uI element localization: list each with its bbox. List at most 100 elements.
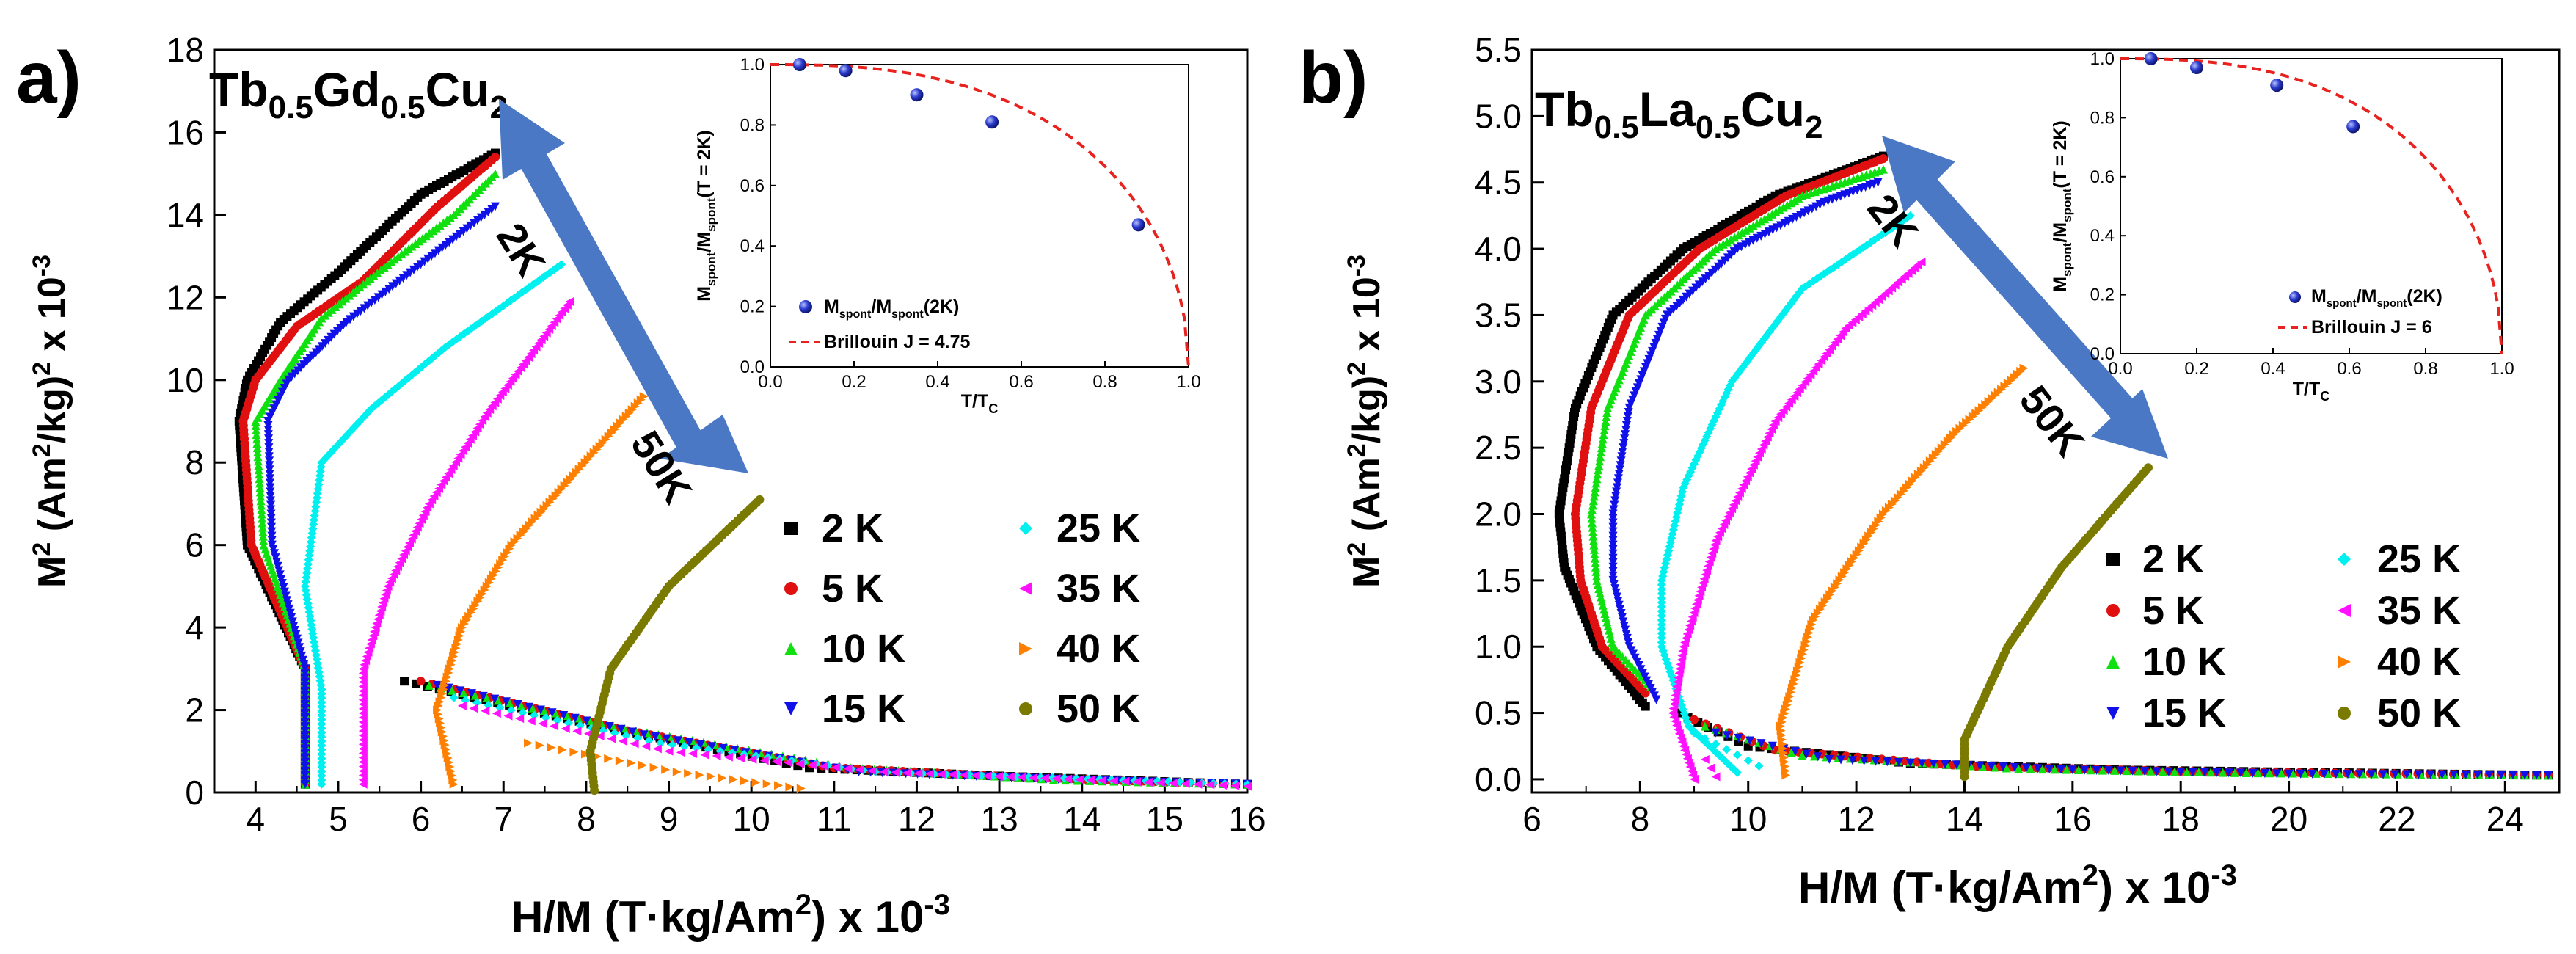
data-point (2296, 769, 2305, 779)
data-point (300, 717, 310, 727)
data-point (1608, 514, 1618, 523)
legend-item: 40 K (2338, 640, 2461, 684)
pB-xtick-label: 14 (1946, 800, 1983, 838)
data-point (1864, 531, 1874, 541)
data-point (263, 430, 273, 440)
data-point (490, 153, 500, 162)
data-point (1657, 625, 1666, 634)
data-point (264, 452, 274, 462)
data-point (971, 771, 980, 780)
data-point (416, 677, 426, 686)
data-point (557, 260, 566, 269)
panel-a-arrow-head-start (499, 99, 565, 180)
data-point (1734, 230, 1743, 240)
pA-inset-fit-curve (770, 63, 1190, 368)
data-point (526, 716, 536, 726)
data-point (774, 781, 784, 790)
pB-ytick-label: 0.5 (1475, 694, 1522, 732)
pB-inset-xtick-label: 0.6 (2337, 359, 2361, 379)
pB-ytick-label: 4.5 (1475, 164, 1522, 202)
legend-item: 35 K (2338, 589, 2461, 633)
series-25k (1657, 211, 1915, 777)
data-point (1711, 739, 1721, 749)
pB-xtick-label: 20 (2270, 800, 2307, 838)
data-point (2019, 363, 2029, 373)
data-point (1737, 228, 1747, 238)
data-point (1591, 571, 1601, 580)
data-point (1601, 417, 1610, 426)
data-point (1657, 620, 1666, 630)
pA-inset-ytick-label: 0.6 (740, 176, 765, 196)
data-point (751, 778, 761, 787)
data-point (1857, 542, 1867, 552)
data-point (656, 738, 665, 748)
pB-xtick-label: 16 (2054, 800, 2091, 838)
data-point (2520, 771, 2530, 780)
legend-item: 15 K (2106, 691, 2226, 735)
data-point (581, 749, 591, 759)
data-point (1700, 721, 1710, 731)
data-point (252, 439, 262, 448)
data-point (264, 448, 274, 457)
data-point (256, 496, 266, 506)
pA-ytick-label: 16 (167, 113, 204, 151)
data-point (621, 731, 631, 740)
data-point (492, 567, 500, 576)
data-point (1587, 514, 1597, 523)
data-point (2182, 767, 2192, 776)
data-point (1952, 760, 1961, 770)
data-point (1916, 258, 1926, 267)
data-point (867, 766, 877, 776)
data-point (615, 756, 624, 765)
panel-b-inset-content: 0.0 0.2 0.4 0.6 0.8 1.0 0.0 0.2 0.4 0.6 0.8 1.0 (2090, 49, 2514, 379)
data-point (1657, 629, 1666, 638)
data-point (2241, 768, 2251, 778)
legend-marker (784, 582, 798, 595)
data-point (1835, 575, 1845, 585)
data-point (1764, 212, 1773, 222)
data-point (1752, 219, 1762, 228)
data-point (1618, 448, 1627, 457)
data-point (2414, 770, 2423, 779)
data-point (467, 689, 477, 699)
data-point (266, 487, 275, 497)
data-point (1608, 527, 1618, 536)
data-point (1836, 755, 1846, 765)
data-point (1588, 518, 1597, 528)
data-point (695, 770, 704, 779)
data-point (1700, 734, 1710, 743)
data-point (1600, 421, 1610, 431)
pA-xtick-label: 6 (412, 800, 431, 838)
data-point (259, 540, 269, 550)
data-point (2248, 768, 2258, 778)
data-point (2002, 763, 2011, 773)
data-point (258, 522, 267, 532)
data-point (1787, 747, 1796, 757)
data-point (300, 779, 310, 789)
pA-inset-data-point (985, 115, 999, 129)
data-point (807, 760, 817, 770)
panel-a-inset-y-label: Mspont/Mspont(T = 2K) (694, 130, 718, 302)
data-point (1767, 741, 1777, 751)
panel-b-axes: 6 8 10 12 14 16 18 20 22 24 0.0 0.5 1.0 1.5 2.0 2.5 3.0 3… (1475, 31, 2524, 838)
data-point (662, 734, 671, 743)
pB-inset-fit-curve (2120, 57, 2503, 354)
data-point (1811, 612, 1820, 622)
data-point (1592, 575, 1602, 585)
data-point (1036, 773, 1046, 782)
data-point (2134, 766, 2143, 776)
data-point (264, 443, 274, 453)
pA-xtick-label: 9 (660, 800, 679, 838)
data-point (1723, 731, 1732, 740)
legend-label: 25 K (2377, 537, 2461, 581)
data-point (1608, 536, 1618, 545)
panel-b-legend: 2 K 5 K 10 K 15 K 25 K 35 K 40 K 50 K (2106, 537, 2461, 735)
data-point (925, 769, 935, 779)
data-point (1657, 638, 1666, 647)
pA-inset-data-point (910, 88, 924, 102)
data-point (489, 570, 498, 580)
data-point (1657, 602, 1666, 611)
data-point (252, 443, 262, 453)
panel-a-inset-frame (770, 64, 1189, 368)
